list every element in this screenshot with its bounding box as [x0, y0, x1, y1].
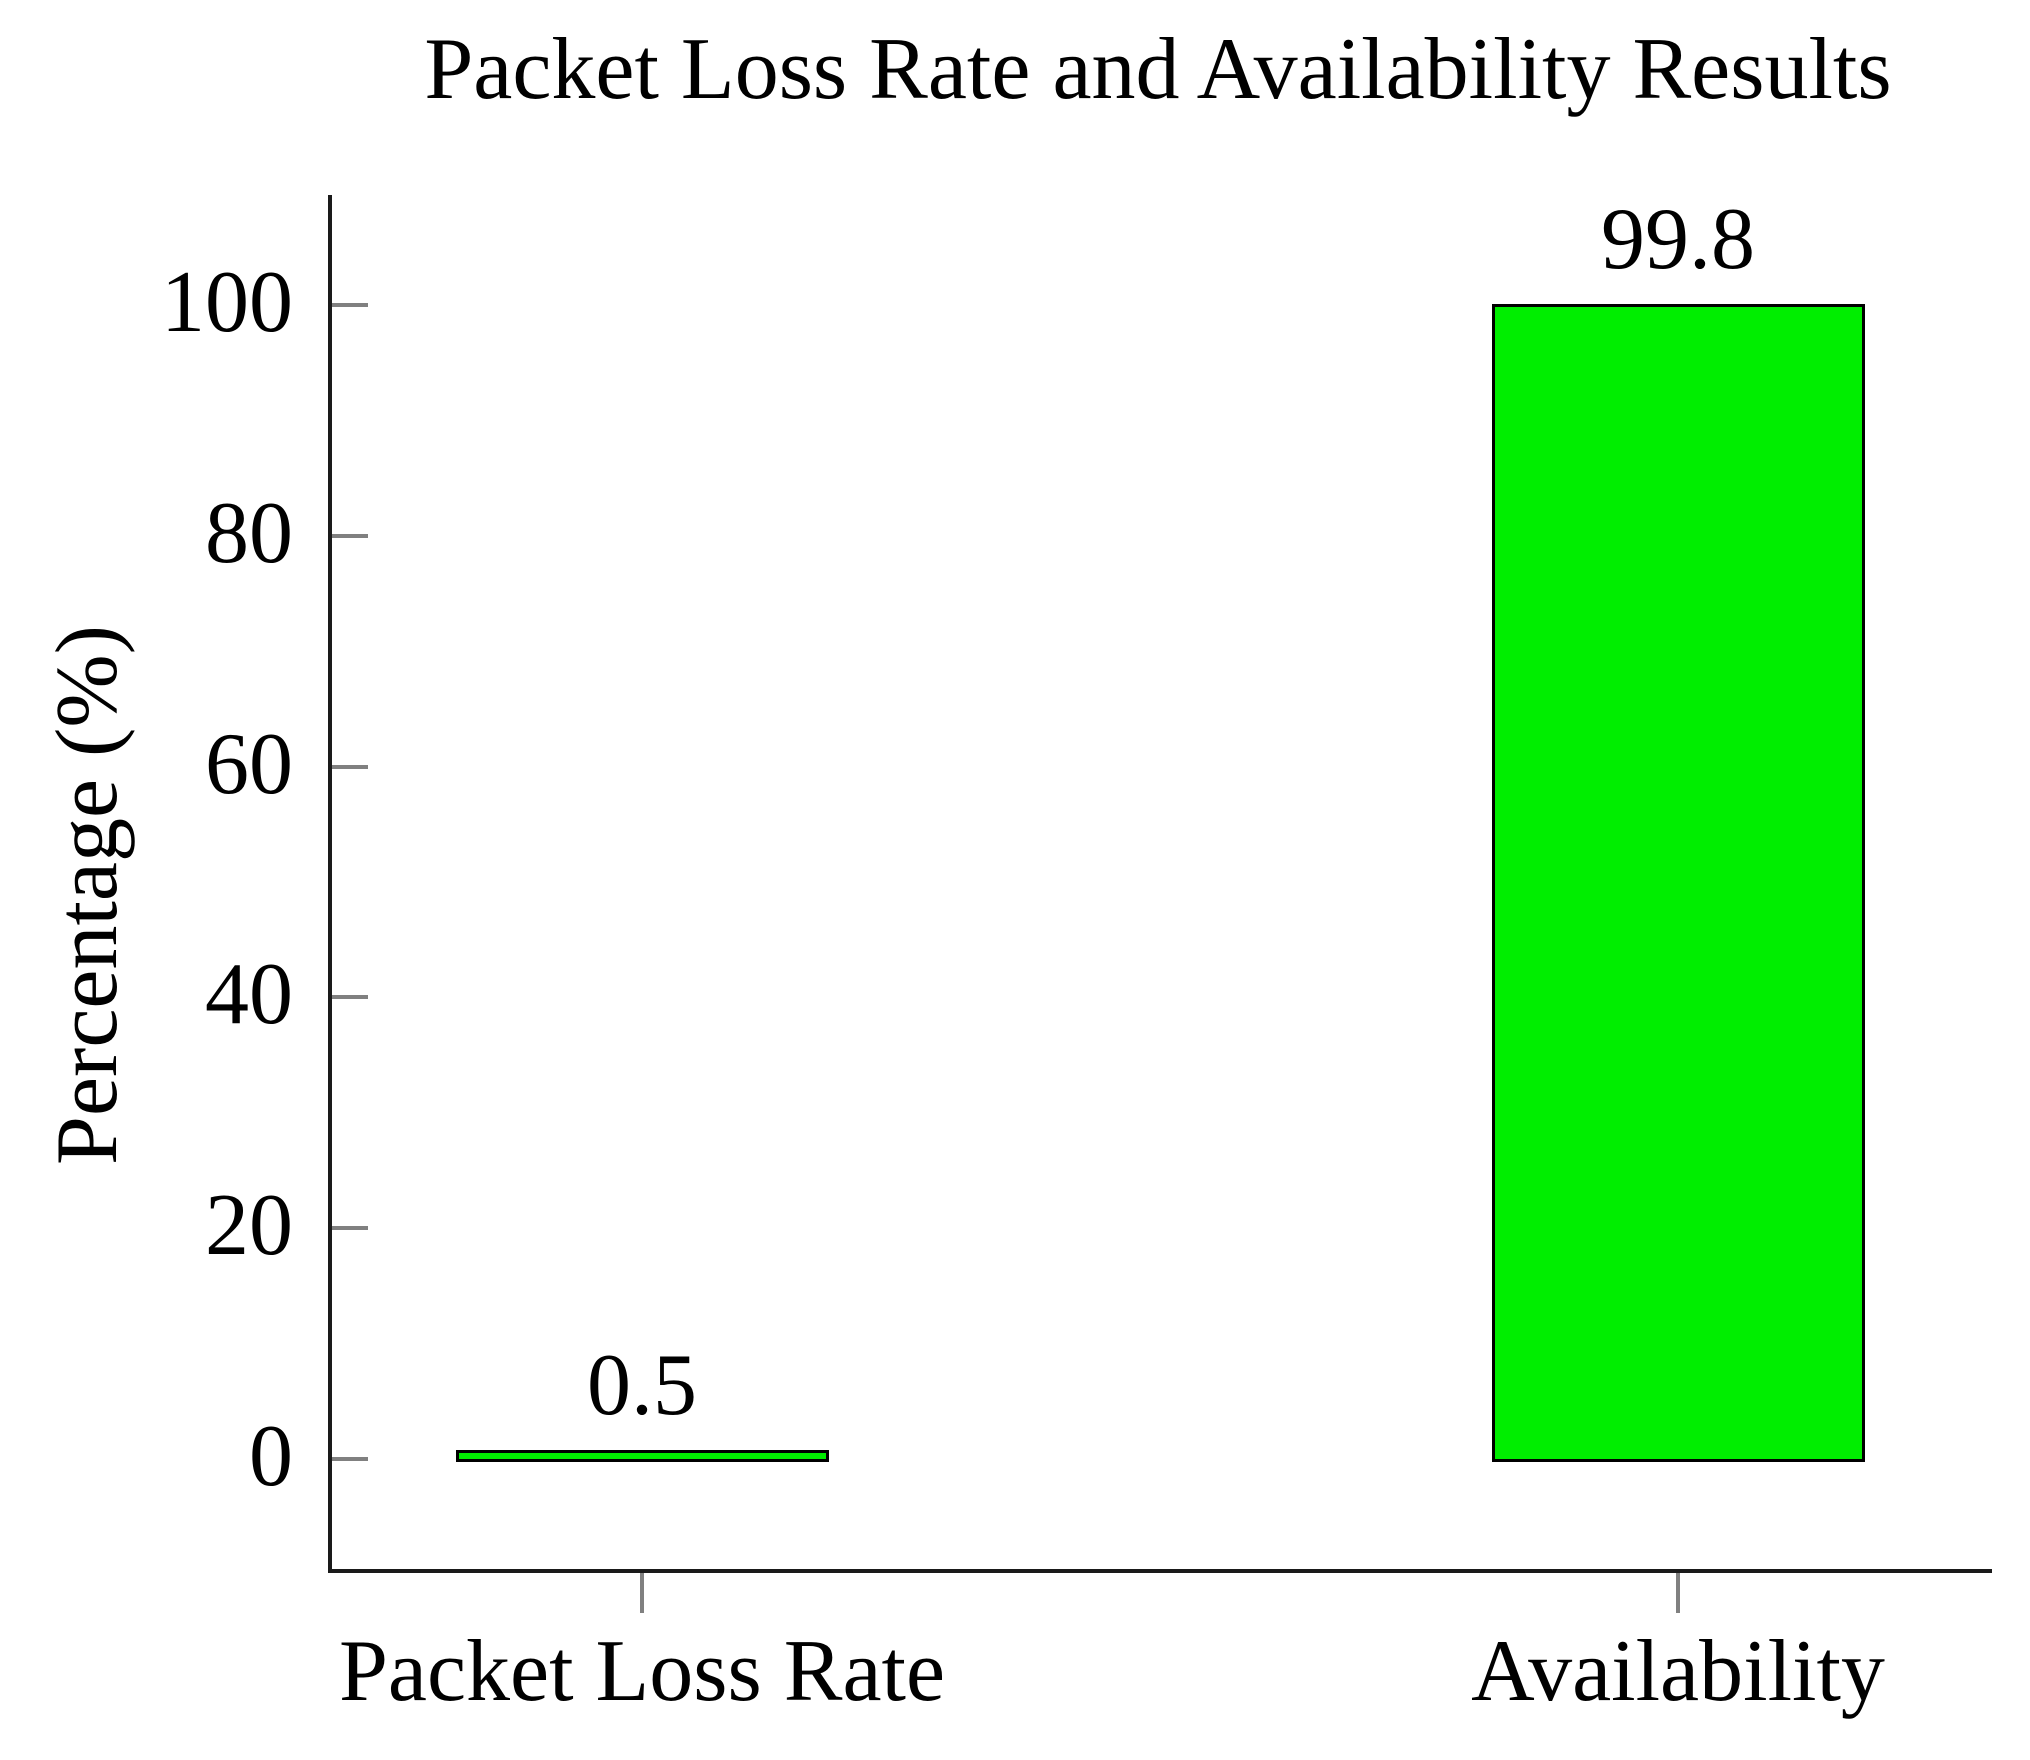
y-tick-label: 80 — [205, 485, 293, 583]
bar-value-label: 0.5 — [587, 1337, 697, 1435]
bar-value-label: 99.8 — [1601, 191, 1755, 289]
bar — [455, 1450, 829, 1462]
y-axis-line — [328, 195, 332, 1573]
y-tick-label: 60 — [205, 715, 293, 813]
y-tick-mark — [332, 303, 368, 307]
y-tick-label: 40 — [205, 946, 293, 1044]
bar — [1491, 304, 1865, 1462]
x-tick-label: Packet Loss Rate — [338, 1623, 946, 1720]
x-tick-mark — [640, 1573, 644, 1613]
y-tick-label: 0 — [249, 1408, 293, 1506]
x-axis-line — [328, 1569, 1992, 1573]
y-tick-mark — [332, 764, 368, 769]
y-tick-mark — [332, 995, 368, 1000]
x-tick-mark — [1676, 1573, 1680, 1613]
chart-title: Packet Loss Rate and Availability Result… — [424, 21, 1892, 118]
y-tick-mark — [332, 533, 368, 538]
y-tick-label: 20 — [205, 1177, 293, 1275]
y-tick-label: 100 — [161, 254, 293, 352]
y-axis-label: Percentage (%) — [39, 625, 136, 1165]
y-tick-mark — [332, 1226, 368, 1231]
x-tick-label: Availability — [1471, 1623, 1885, 1720]
y-tick-mark — [332, 1457, 368, 1461]
